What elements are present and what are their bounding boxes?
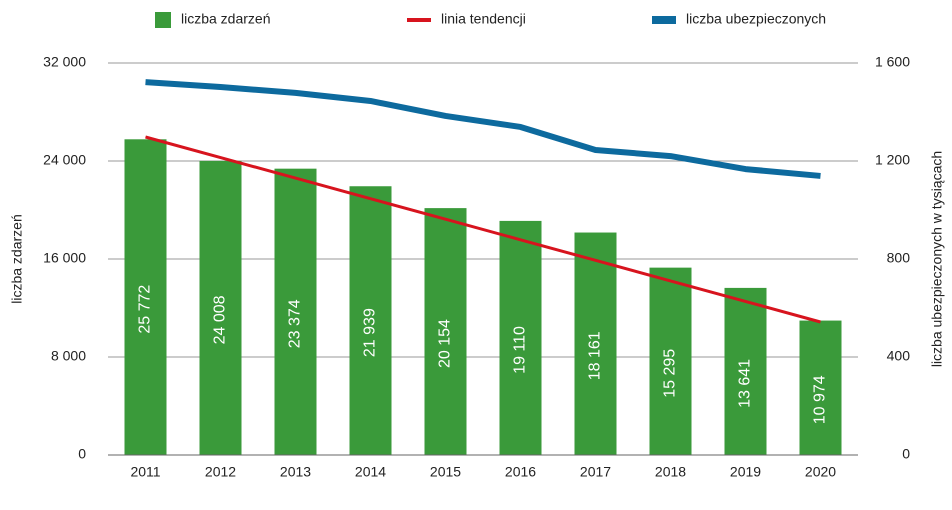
x-tick-label: 2011 (130, 464, 160, 480)
bar (124, 139, 167, 455)
legend-swatch (155, 12, 171, 28)
bar (274, 168, 317, 455)
bar-value-label: 19 110 (512, 326, 529, 374)
bar (799, 320, 842, 455)
y-tick-label: 32 000 (43, 54, 86, 70)
y2-axis-label: liczba ubezpieczonych w tysiącach (929, 151, 945, 367)
line-series (145, 135, 821, 324)
legend-label: liczba ubezpieczonych (686, 11, 826, 27)
y2-tick-label: 800 (887, 250, 911, 266)
bar-value-label: 18 161 (587, 331, 604, 380)
line-series (145, 79, 821, 179)
bar (349, 186, 392, 455)
bar-value-label: 24 008 (212, 295, 229, 344)
y2-tick-label: 1 600 (875, 54, 910, 70)
x-tick-label: 2015 (430, 464, 461, 480)
y2-tick-label: 1 200 (875, 152, 910, 168)
x-tick-label: 2016 (505, 464, 536, 480)
x-tick-label: 2017 (580, 464, 611, 480)
bar-value-label: 21 939 (362, 308, 379, 357)
y-tick-label: 8 000 (51, 348, 86, 364)
bar-value-label: 10 974 (812, 375, 829, 424)
bar (199, 160, 242, 456)
bar (499, 220, 542, 455)
bar-value-label: 25 772 (137, 285, 154, 334)
x-tick-label: 2012 (205, 464, 236, 480)
bar (574, 232, 617, 455)
bar (724, 287, 767, 455)
bar-value-label: 15 295 (662, 349, 679, 398)
y-tick-label: 0 (78, 446, 86, 462)
y-tick-label: 24 000 (43, 152, 86, 168)
legend-swatch (652, 16, 676, 24)
bar-value-label: 13 641 (737, 359, 754, 408)
legend-swatch (407, 18, 431, 22)
x-tick-label: 2013 (280, 464, 311, 480)
legend-label: liczba zdarzeń (181, 11, 271, 27)
bar (424, 208, 467, 455)
x-tick-label: 2018 (655, 464, 686, 480)
bar-value-label: 20 154 (437, 319, 454, 368)
legend-label: linia tendencji (441, 11, 526, 27)
x-tick-label: 2019 (730, 464, 761, 480)
bar (649, 267, 692, 455)
y-axis-label: liczba zdarzeń (9, 214, 25, 304)
y2-tick-label: 400 (887, 348, 911, 364)
x-tick-label: 2014 (355, 464, 386, 480)
y-tick-label: 16 000 (43, 250, 86, 266)
y2-tick-label: 0 (902, 446, 910, 462)
x-tick-label: 2020 (805, 464, 836, 480)
bar-value-label: 23 374 (287, 299, 304, 348)
